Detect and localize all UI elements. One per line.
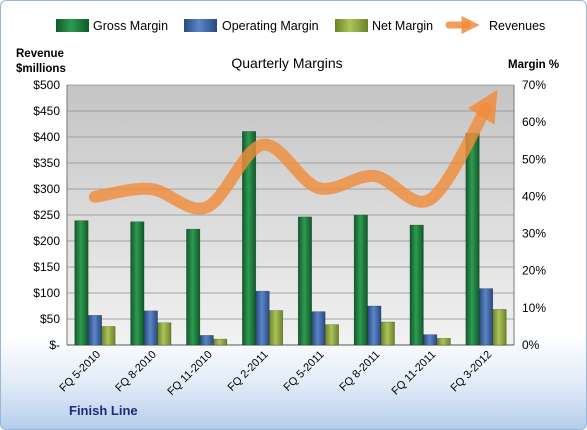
operating-margin-bar: [423, 334, 438, 346]
gross-margin-bar: [130, 221, 145, 346]
legend-swatch-operating-margin: [184, 19, 217, 32]
y-left-label-line2: $millions: [16, 63, 66, 75]
net-margin-bar: [101, 326, 116, 346]
y-left-tick-labels: $- $50 $100 $150 $200 $250 $300 $350 $400 $450 $50…: [33, 78, 60, 352]
legend-swatch-gross-margin: [56, 19, 89, 32]
y-left-tick-label: $250: [33, 208, 60, 222]
y-right-tick-label: 30%: [522, 227, 546, 241]
category-label: FQ 2-2011: [226, 349, 271, 394]
y-right-tick-labels: 0% 10% 20% 30% 40% 50% 60% 70%: [522, 78, 546, 352]
y-left-tick-label: $150: [33, 260, 60, 274]
y-right-label: Margin %: [508, 59, 559, 71]
gross-margin-bar: [353, 214, 368, 346]
footer-label: Finish Line: [69, 403, 138, 418]
gross-margin-bar: [74, 220, 89, 346]
gross-margin-bar: [242, 131, 257, 346]
y-right-tick-label: 60%: [522, 115, 546, 129]
y-left-tick-label: $500: [33, 78, 60, 92]
net-margin-bar: [324, 324, 339, 346]
category-label: FQ 11-2010: [165, 349, 214, 398]
y-right-tick-label: 20%: [522, 264, 546, 278]
operating-margin-bar: [255, 290, 270, 346]
category-label: FQ 8-2011: [337, 349, 382, 394]
operating-margin-bar: [367, 305, 382, 346]
y-left-tick-label: $200: [33, 234, 60, 248]
y-left-tick-label: $350: [33, 156, 60, 170]
y-left-tick-label: $-: [49, 338, 60, 352]
y-right-tick-label: 40%: [522, 189, 546, 203]
gross-margin-bar: [186, 228, 201, 346]
net-margin-bar: [269, 310, 284, 346]
y-left-tick-label: $300: [33, 182, 60, 196]
category-labels: FQ 5-2010 FQ 8-2010 FQ 11-2010 FQ 2-2011 FQ …: [57, 349, 494, 398]
net-margin-bar: [492, 309, 507, 346]
gross-margin-bar: [465, 133, 480, 346]
legend-label-operating-margin: Operating Margin: [222, 19, 319, 33]
y-right-tick-label: 0%: [522, 338, 540, 352]
category-label: FQ 11-2011: [389, 349, 438, 398]
operating-margin-bar: [143, 310, 158, 346]
y-left-tick-label: $100: [33, 286, 60, 300]
operating-margin-bar: [87, 315, 102, 346]
category-label: FQ 5-2010: [57, 349, 103, 395]
net-margin-bar: [380, 321, 395, 346]
operating-margin-bar: [311, 311, 326, 346]
legend-label-net-margin: Net Margin: [372, 19, 433, 33]
y-right-tick-label: 50%: [522, 152, 546, 166]
y-left-tick-label: $50: [40, 312, 60, 326]
net-margin-bar: [213, 338, 228, 346]
net-margin-bar: [157, 322, 172, 346]
gross-margin-bar: [297, 216, 312, 346]
legend: Gross Margin Operating Margin Net Margin…: [56, 15, 545, 35]
y-left-tick-label: $400: [33, 130, 60, 144]
category-label: FQ 5-2011: [281, 349, 326, 394]
legend-swatch-net-margin: [335, 19, 368, 32]
legend-label-gross-margin: Gross Margin: [93, 19, 168, 33]
net-margin-bar: [436, 338, 451, 346]
revenues-line: [88, 89, 498, 215]
category-label: FQ 3-2012: [449, 349, 495, 395]
category-label: FQ 8-2010: [113, 349, 159, 395]
y-left-tick-label: $450: [33, 104, 60, 118]
legend-label-revenues: Revenues: [489, 19, 545, 33]
gross-margin-bar: [409, 224, 424, 346]
y-right-tick-label: 70%: [522, 78, 546, 92]
revenue-line-group: [88, 89, 498, 215]
operating-margin-bar: [199, 335, 214, 346]
y-left-label-line1: Revenue: [16, 48, 64, 60]
bars: [74, 131, 507, 346]
operating-margin-bar: [479, 288, 494, 346]
chart-title: Quarterly Margins: [231, 55, 342, 71]
y-right-tick-label: 10%: [522, 301, 546, 315]
